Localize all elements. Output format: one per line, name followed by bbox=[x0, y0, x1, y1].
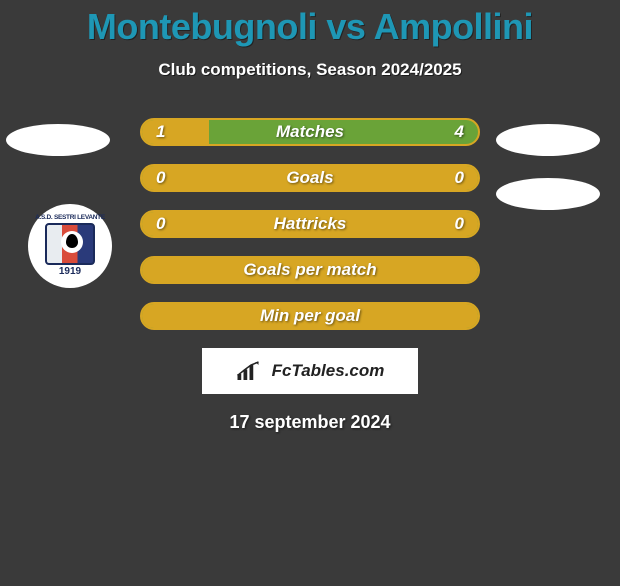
stat-value-player2: 4 bbox=[455, 122, 464, 142]
stat-label: Min per goal bbox=[260, 306, 360, 326]
stats-container: 1 4 Matches 0 0 Goals 0 0 Hattricks Goals per mat… bbox=[0, 118, 620, 330]
stat-fill-player1 bbox=[142, 120, 209, 144]
stat-label: Goals per match bbox=[243, 260, 376, 280]
stat-row: 0 0 Goals bbox=[140, 164, 480, 192]
stat-row: Min per goal bbox=[140, 302, 480, 330]
stat-value-player2: 0 bbox=[455, 168, 464, 188]
stat-row: 1 4 Matches bbox=[140, 118, 480, 146]
stat-label: Hattricks bbox=[274, 214, 347, 234]
page-title: Montebugnoli vs Ampollini bbox=[0, 6, 620, 48]
stat-value-player1: 0 bbox=[156, 214, 165, 234]
brand-text: FcTables.com bbox=[272, 361, 385, 381]
stat-row: Goals per match bbox=[140, 256, 480, 284]
stat-row: 0 0 Hattricks bbox=[140, 210, 480, 238]
stat-value-player1: 1 bbox=[156, 122, 165, 142]
stat-value-player2: 0 bbox=[455, 214, 464, 234]
date-text: 17 september 2024 bbox=[0, 412, 620, 433]
brand-box: FcTables.com bbox=[202, 348, 418, 394]
stat-value-player1: 0 bbox=[156, 168, 165, 188]
stat-label: Goals bbox=[286, 168, 333, 188]
stat-label: Matches bbox=[276, 122, 344, 142]
fctables-logo-icon bbox=[236, 360, 266, 382]
subtitle: Club competitions, Season 2024/2025 bbox=[0, 60, 620, 80]
